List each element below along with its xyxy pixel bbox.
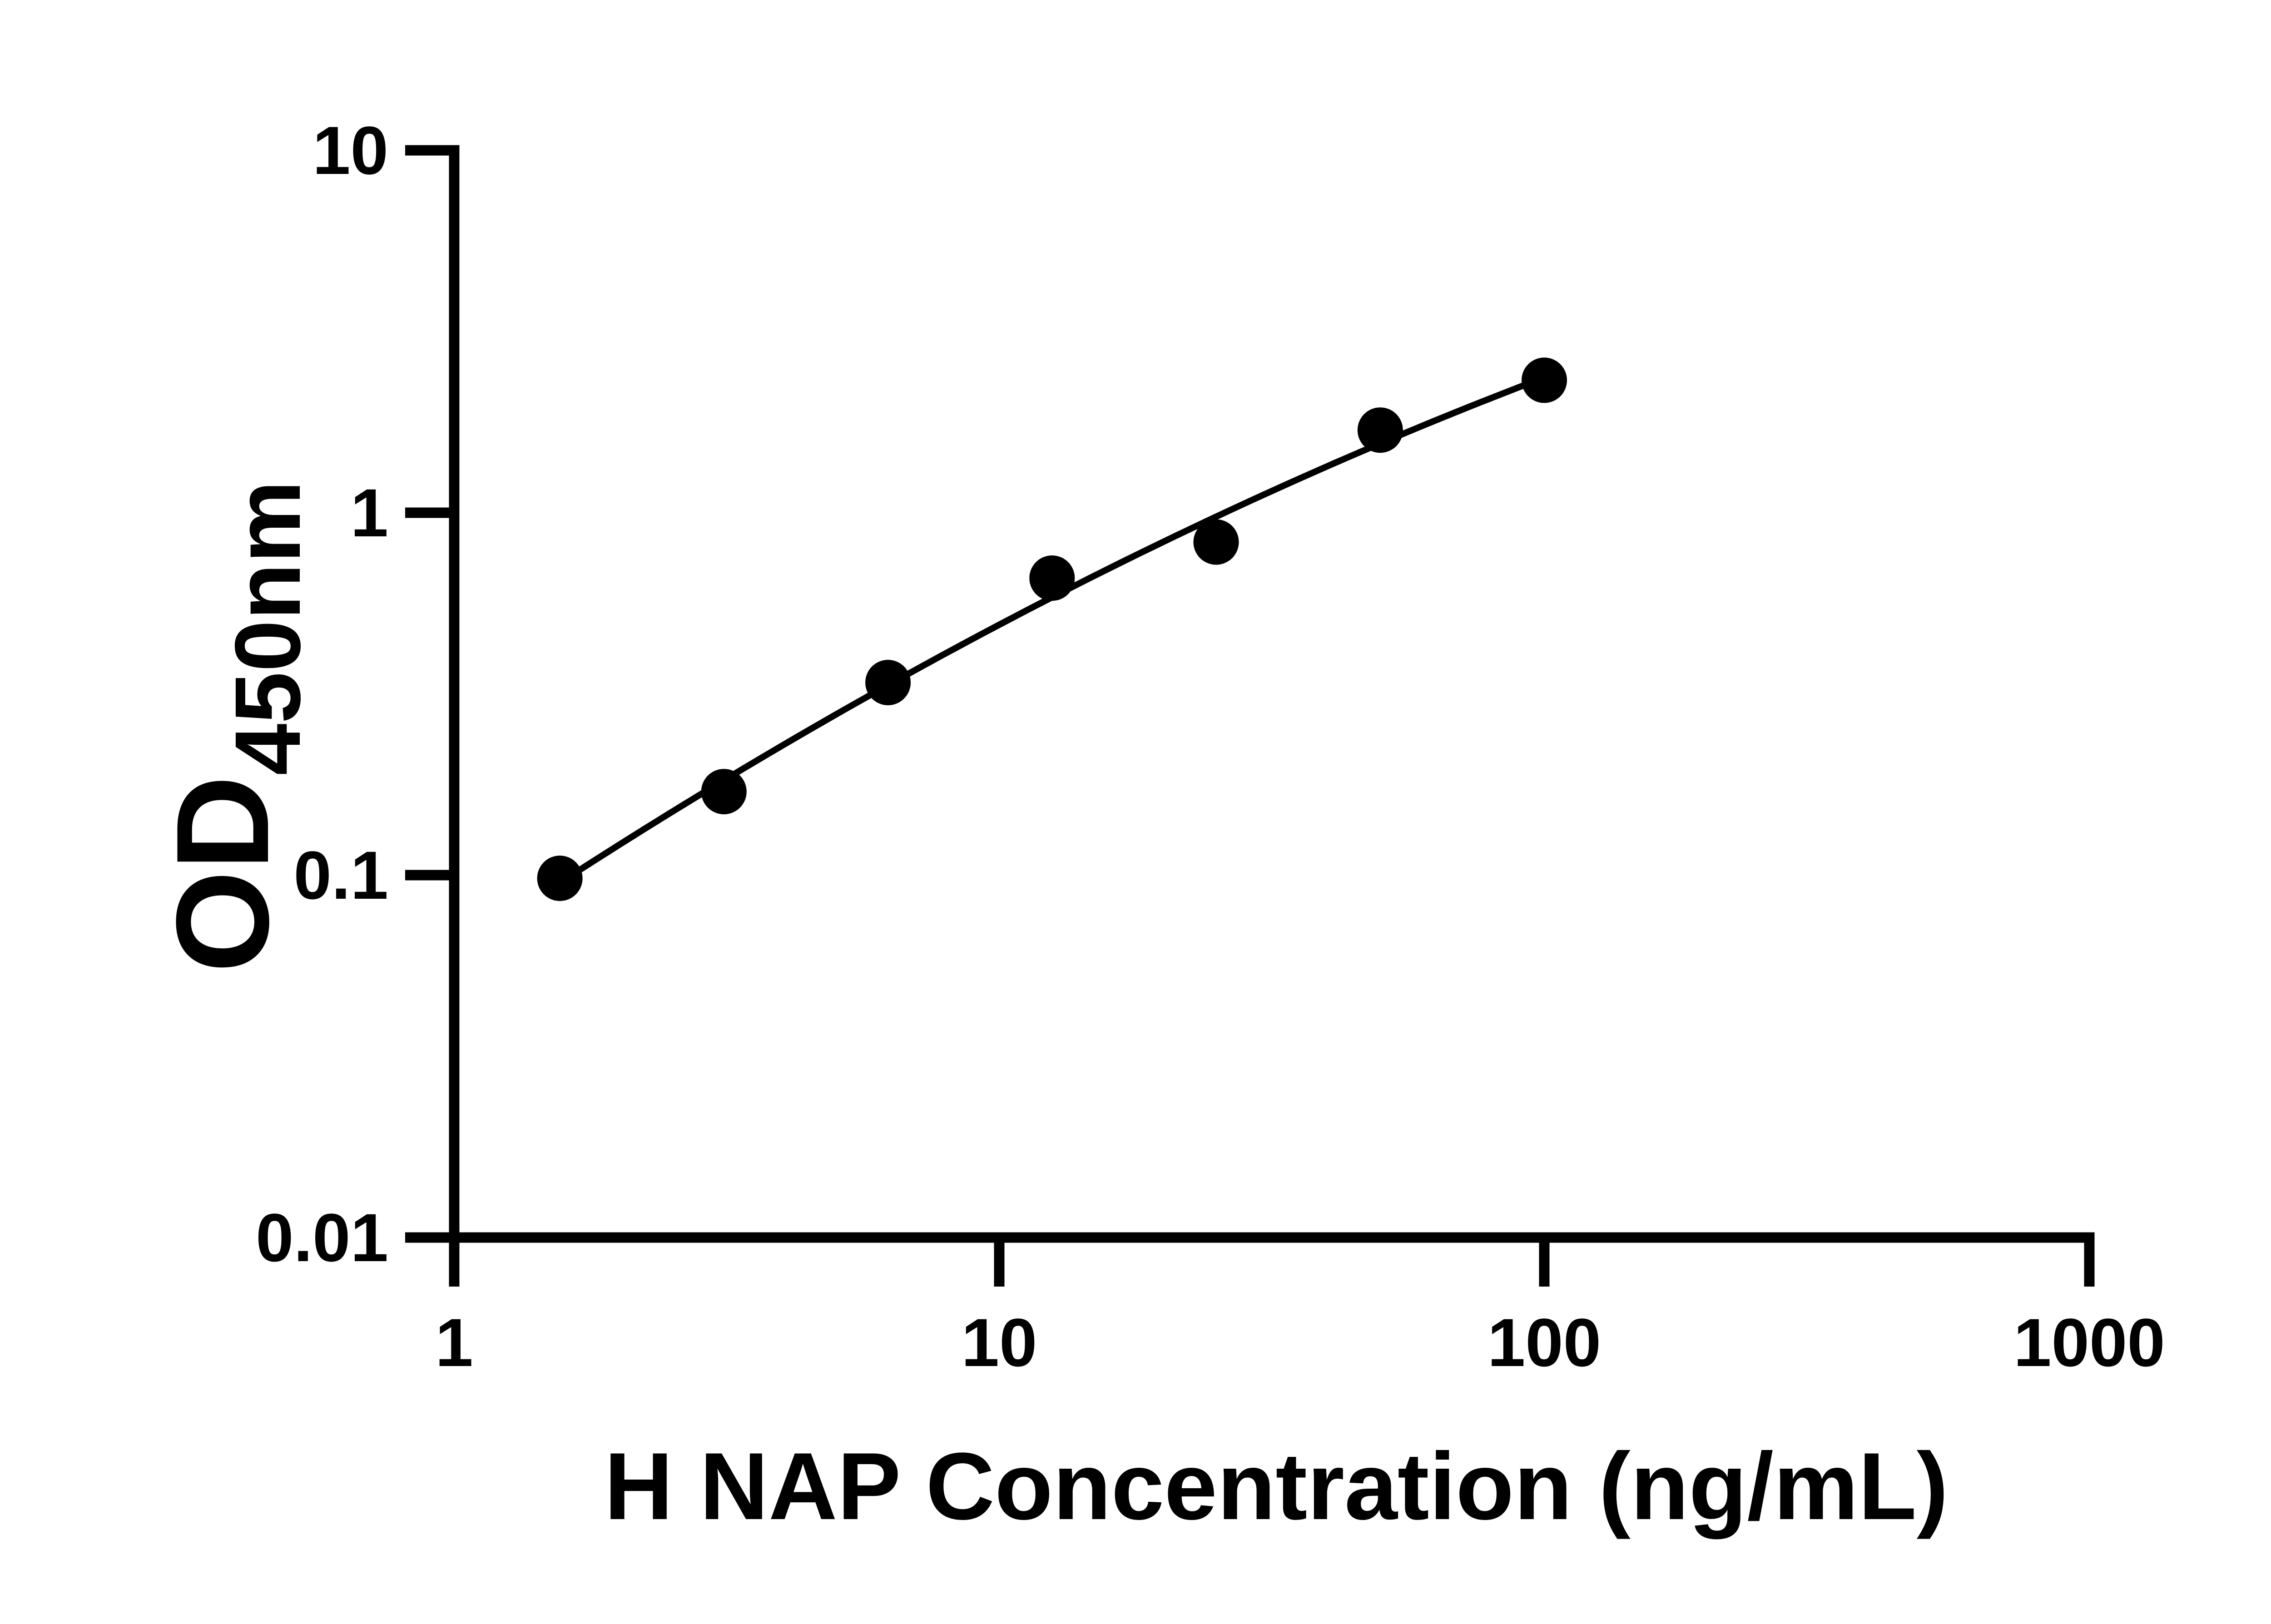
x-tick-label: 100 — [1488, 1304, 1601, 1381]
data-point-marker — [1357, 407, 1403, 453]
plot-area: 10 1 0.1 0.01 1 10 100 1000 — [256, 112, 2165, 1381]
y-tick-label: 0.01 — [256, 1199, 388, 1276]
data-point-marker — [537, 856, 583, 901]
y-axis-title-subscript: 450nm — [216, 480, 320, 776]
y-axis-title: OD450nm — [149, 480, 320, 973]
data-point-marker — [1193, 519, 1239, 565]
y-tick-label: 1 — [351, 475, 388, 551]
y-tick-label: 10 — [312, 112, 388, 188]
y-tick-label: 0.1 — [293, 837, 388, 913]
data-point-marker — [1029, 555, 1075, 601]
data-point-marker — [1522, 357, 1567, 403]
data-point-marker — [701, 769, 747, 815]
y-axis-title-main: OD — [149, 775, 296, 973]
x-tick-label: 10 — [962, 1304, 1037, 1381]
x-tick-label: 1000 — [2013, 1304, 2165, 1381]
data-point-marker — [865, 659, 911, 705]
x-tick-label: 1 — [435, 1304, 473, 1381]
x-axis-title: H NAP Concentration (ng/mL) — [604, 1433, 1948, 1540]
